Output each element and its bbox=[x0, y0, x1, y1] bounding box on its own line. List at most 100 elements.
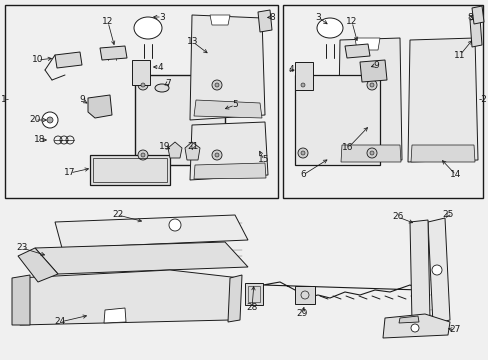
Circle shape bbox=[366, 148, 376, 158]
Polygon shape bbox=[337, 38, 401, 162]
Text: 3: 3 bbox=[314, 13, 320, 22]
Circle shape bbox=[366, 80, 376, 90]
Text: 29: 29 bbox=[296, 310, 307, 319]
Bar bbox=[247, 286, 260, 302]
Text: 12: 12 bbox=[102, 18, 113, 27]
Text: 20: 20 bbox=[29, 116, 41, 125]
Circle shape bbox=[141, 153, 145, 157]
Polygon shape bbox=[359, 60, 386, 82]
Circle shape bbox=[301, 83, 305, 87]
Bar bbox=[244, 283, 263, 305]
Polygon shape bbox=[427, 218, 449, 324]
Text: 26: 26 bbox=[391, 212, 403, 221]
Polygon shape bbox=[409, 220, 429, 322]
Text: 23: 23 bbox=[16, 243, 28, 252]
Text: 7: 7 bbox=[165, 78, 170, 87]
Polygon shape bbox=[18, 248, 58, 282]
Text: 4: 4 bbox=[287, 66, 293, 75]
Polygon shape bbox=[382, 314, 449, 338]
Text: 5: 5 bbox=[232, 100, 237, 109]
Circle shape bbox=[47, 117, 53, 123]
Text: 24: 24 bbox=[54, 318, 65, 327]
Circle shape bbox=[301, 151, 305, 155]
Circle shape bbox=[138, 80, 148, 90]
Polygon shape bbox=[469, 18, 481, 47]
Bar bbox=[294, 286, 314, 304]
Text: 6: 6 bbox=[300, 171, 305, 180]
Text: 16: 16 bbox=[342, 144, 353, 153]
Text: 25: 25 bbox=[442, 211, 453, 220]
Polygon shape bbox=[407, 38, 477, 162]
Text: 15: 15 bbox=[258, 156, 269, 165]
Text: 9: 9 bbox=[372, 60, 378, 69]
Polygon shape bbox=[35, 242, 247, 274]
Circle shape bbox=[297, 80, 307, 90]
Bar bbox=[90, 155, 170, 185]
Circle shape bbox=[169, 219, 181, 231]
Text: 13: 13 bbox=[187, 37, 198, 46]
Circle shape bbox=[141, 83, 145, 87]
Text: 12: 12 bbox=[346, 18, 357, 27]
Circle shape bbox=[410, 324, 418, 332]
Polygon shape bbox=[104, 308, 126, 323]
Polygon shape bbox=[410, 145, 474, 162]
Polygon shape bbox=[55, 52, 82, 68]
Text: 28: 28 bbox=[246, 303, 257, 312]
Text: 17: 17 bbox=[64, 168, 76, 177]
Text: 11: 11 bbox=[453, 50, 465, 59]
Ellipse shape bbox=[155, 84, 169, 92]
Bar bbox=[135, 75, 224, 165]
Polygon shape bbox=[354, 38, 379, 50]
Polygon shape bbox=[184, 142, 200, 160]
Bar bbox=[5, 5, 278, 198]
Polygon shape bbox=[258, 10, 271, 32]
Polygon shape bbox=[168, 142, 182, 158]
Text: 22: 22 bbox=[112, 211, 123, 220]
Bar bbox=[132, 60, 150, 85]
Text: 4: 4 bbox=[157, 63, 163, 72]
Text: 8: 8 bbox=[466, 13, 472, 22]
Text: 9: 9 bbox=[79, 95, 85, 104]
Circle shape bbox=[297, 148, 307, 158]
Bar bbox=[283, 5, 482, 198]
Circle shape bbox=[369, 151, 373, 155]
Polygon shape bbox=[100, 46, 127, 60]
Polygon shape bbox=[18, 270, 240, 325]
Polygon shape bbox=[471, 6, 483, 24]
Polygon shape bbox=[190, 15, 264, 120]
Text: 27: 27 bbox=[448, 325, 460, 334]
Polygon shape bbox=[398, 316, 418, 323]
Ellipse shape bbox=[316, 18, 342, 38]
Polygon shape bbox=[345, 44, 369, 58]
Polygon shape bbox=[194, 163, 265, 179]
Text: 14: 14 bbox=[449, 171, 461, 180]
Text: 3: 3 bbox=[159, 13, 164, 22]
Circle shape bbox=[212, 80, 222, 90]
Bar bbox=[93, 158, 167, 182]
Polygon shape bbox=[12, 275, 30, 325]
Polygon shape bbox=[227, 275, 242, 322]
Circle shape bbox=[42, 112, 58, 128]
Bar bbox=[294, 62, 312, 90]
Text: 19: 19 bbox=[159, 143, 170, 152]
Polygon shape bbox=[209, 15, 229, 25]
Bar bbox=[294, 75, 379, 165]
Text: 21: 21 bbox=[187, 143, 198, 152]
Circle shape bbox=[138, 150, 148, 160]
Circle shape bbox=[212, 150, 222, 160]
Polygon shape bbox=[55, 215, 247, 248]
Circle shape bbox=[369, 83, 373, 87]
Text: -2: -2 bbox=[478, 95, 487, 104]
Polygon shape bbox=[88, 95, 112, 118]
Circle shape bbox=[215, 153, 219, 157]
Circle shape bbox=[215, 83, 219, 87]
Polygon shape bbox=[194, 100, 262, 118]
Polygon shape bbox=[340, 145, 400, 162]
Text: 8: 8 bbox=[268, 13, 274, 22]
Ellipse shape bbox=[134, 17, 162, 39]
Circle shape bbox=[431, 265, 441, 275]
Text: 1-: 1- bbox=[0, 95, 9, 104]
Text: 18: 18 bbox=[34, 135, 46, 144]
Polygon shape bbox=[190, 122, 267, 180]
Text: 10: 10 bbox=[32, 55, 43, 64]
